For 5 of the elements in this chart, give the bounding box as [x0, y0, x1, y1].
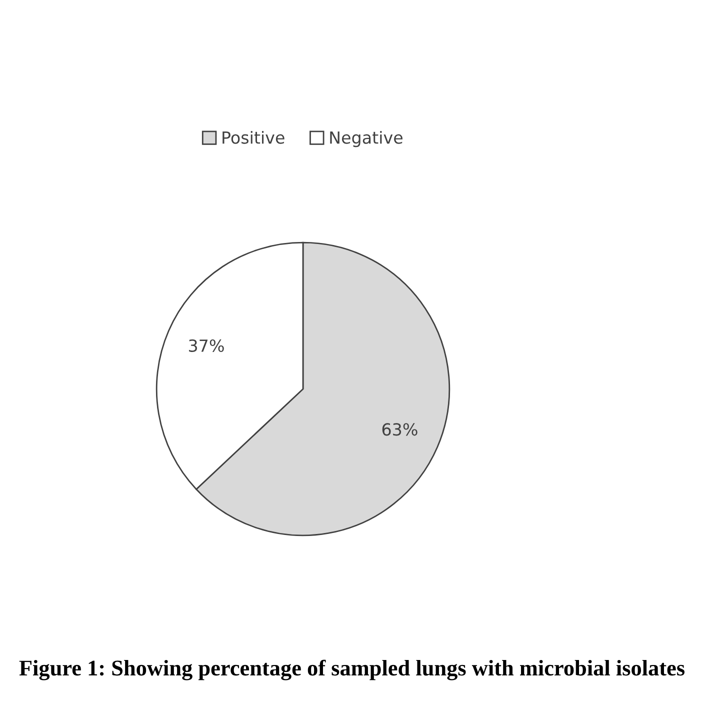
legend-label: Negative: [330, 130, 402, 148]
data-label: 63%: [382, 423, 418, 436]
caption: Figure 1: Showing percentage of sampled lungs with microbial isolates: [19, 660, 685, 680]
legend-label: Positive: [222, 130, 284, 144]
data-label: 37%: [189, 339, 224, 352]
